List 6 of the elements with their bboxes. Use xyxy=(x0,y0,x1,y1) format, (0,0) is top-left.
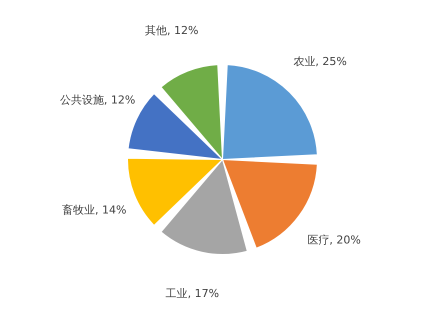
slice-label: 公共设施, 12% xyxy=(60,94,136,107)
slice-label: 农业, 25% xyxy=(293,54,347,68)
slice-label: 畜牧业, 14% xyxy=(62,203,126,216)
slice-label: 医疗, 20% xyxy=(307,234,361,247)
slice-label: 工业, 17% xyxy=(166,287,220,300)
slice-label: 其他, 12% xyxy=(144,24,198,38)
